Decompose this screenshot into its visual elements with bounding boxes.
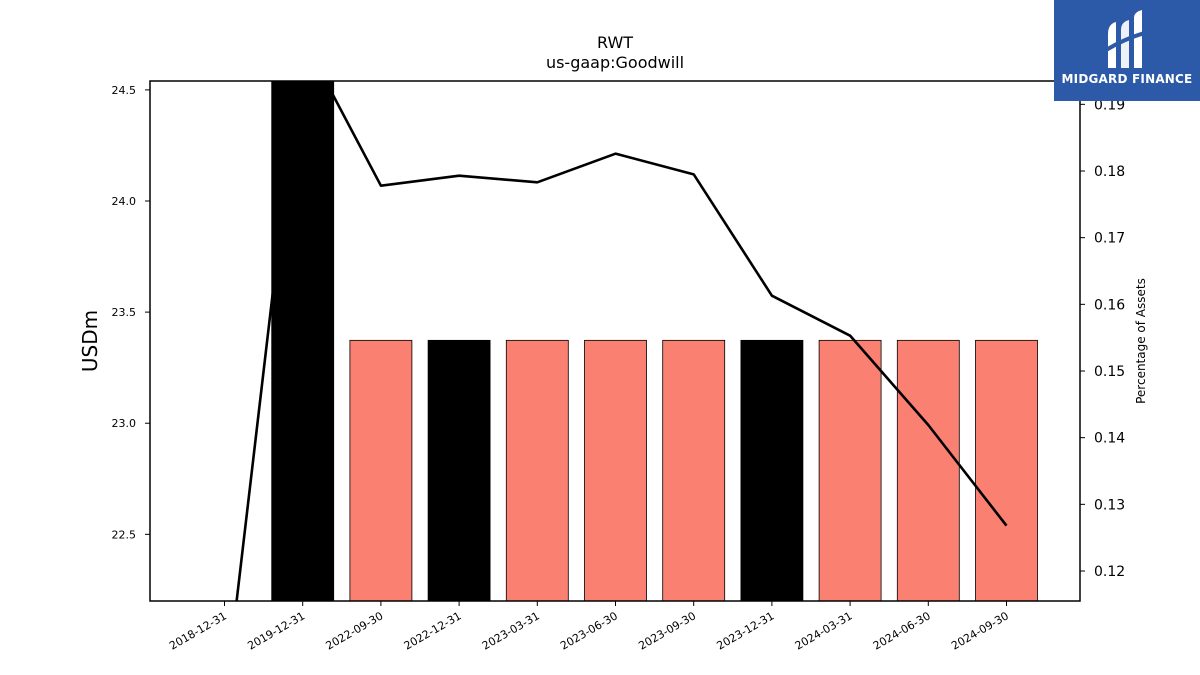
y2-tick-label: 0.12: [1094, 564, 1125, 580]
y2-tick-label: 0.17: [1094, 231, 1125, 247]
logo-text: MIDGARD FINANCE: [1061, 72, 1193, 86]
x-tick-label: 2024-09-30: [949, 609, 1011, 652]
y-tick-label: 24.0: [112, 195, 137, 208]
y2-tick-label: 0.18: [1094, 164, 1125, 180]
chart-title: RWT: [597, 33, 633, 52]
y2-tick-label: 0.13: [1094, 497, 1125, 513]
bar: [505, 339, 569, 601]
bar: [427, 339, 491, 601]
x-tick-label: 2019-12-31: [245, 609, 307, 652]
y-tick-label: 23.0: [112, 417, 137, 430]
x-tick-label: 2023-09-30: [636, 609, 698, 652]
y2-axis-label: Percentage of Assets: [1134, 278, 1148, 404]
y-tick-label: 23.5: [112, 306, 137, 319]
bar: [662, 339, 726, 601]
bar: [271, 81, 335, 601]
x-tick-label: 2024-03-31: [793, 609, 855, 652]
x-tick-label: 2023-03-31: [480, 609, 542, 652]
y-axis-label: USDm: [78, 310, 102, 372]
x-tick-label: 2023-12-31: [715, 609, 777, 652]
x-tick-label: 2022-09-30: [324, 609, 386, 652]
bar: [740, 339, 804, 601]
y2-tick-label: 0.15: [1094, 364, 1125, 380]
bar: [349, 339, 413, 601]
y-tick-label: 24.5: [112, 84, 137, 97]
chart-subtitle: us-gaap:Goodwill: [546, 53, 684, 72]
y2-tick-label: 0.16: [1094, 297, 1125, 313]
y2-tick-label: 0.14: [1094, 431, 1125, 447]
bar: [975, 339, 1038, 601]
x-tick-label: 2022-12-31: [402, 609, 464, 652]
x-tick-label: 2018-12-31: [167, 609, 229, 652]
bar: [584, 339, 647, 601]
x-tick-label: 2023-06-30: [558, 609, 620, 652]
x-tick-label: 2024-06-30: [871, 609, 933, 652]
y-tick-label: 22.5: [112, 528, 137, 541]
midgard-logo-icon: [1104, 10, 1149, 68]
plot-frame: [149, 80, 1081, 602]
y2-tick-label: 0.19: [1094, 97, 1125, 113]
bar: [896, 339, 960, 601]
series-line: [235, 81, 1008, 601]
bar: [818, 339, 882, 601]
brand-logo: MIDGARD FINANCE: [1054, 0, 1200, 101]
